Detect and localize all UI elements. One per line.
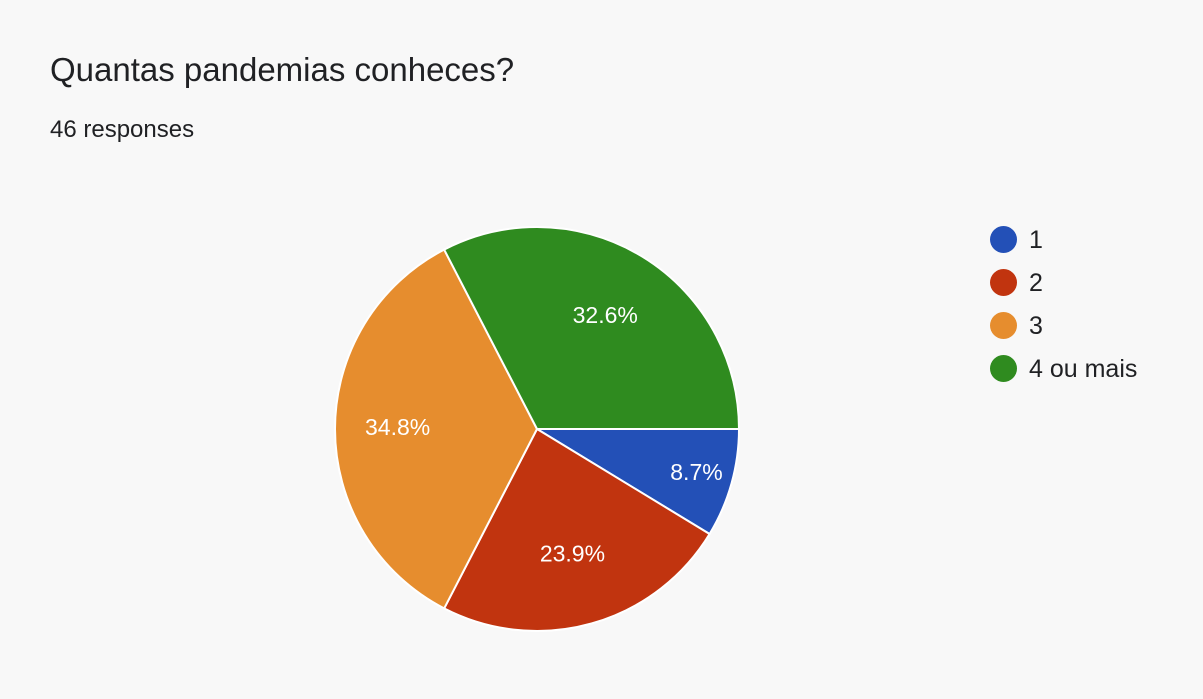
chart-title: Quantas pandemias conheces? [50, 51, 515, 88]
legend-swatch-4 [990, 355, 1017, 382]
legend-label-3: 3 [1029, 311, 1043, 340]
legend-item-2: 2 [990, 265, 1137, 300]
pie-slice-1 [533, 428, 741, 536]
pie-slice-3 [333, 248, 539, 610]
slice-label-2: 23.9% [540, 541, 605, 567]
pie-slice-4-ou-mais [442, 226, 741, 430]
legend-swatch-2 [990, 269, 1017, 296]
pie-slice-2 [442, 427, 711, 632]
legend-label-4: 4 ou mais [1029, 354, 1138, 383]
chart-legend: 1 2 3 4 ou mais [990, 222, 1137, 386]
legend-item-3: 3 [990, 308, 1137, 343]
legend-swatch-3 [990, 312, 1017, 339]
legend-label-1: 1 [1029, 225, 1043, 254]
response-count: 46 responses [50, 116, 195, 143]
legend-item-4: 4 ou mais [990, 351, 1137, 386]
legend-label-2: 2 [1029, 268, 1043, 297]
legend-swatch-1 [990, 226, 1017, 253]
legend-item-1: 1 [990, 222, 1137, 257]
slice-label-4-ou-mais: 32.6% [573, 302, 638, 328]
slice-label-1: 8.7% [670, 459, 722, 485]
slice-label-3: 34.8% [365, 414, 430, 440]
